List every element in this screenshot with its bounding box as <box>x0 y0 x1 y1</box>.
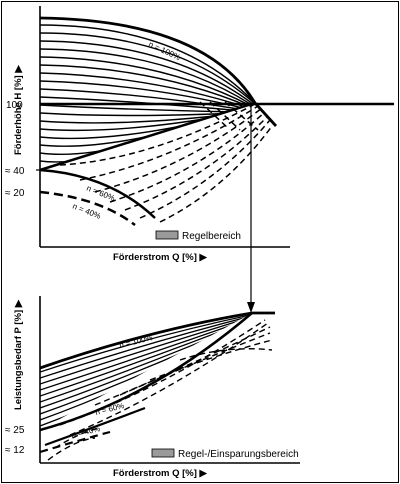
top-chart: 100 ≈ 40 ≈ 20 n = 100% n = 60% n = 40% F… <box>5 6 394 263</box>
bottom-y-axis-label: Leistungsbedarf P [%] ▶ <box>13 298 24 410</box>
bottom-x-axis-label: Förderstrom Q [%] ▶ <box>113 468 209 479</box>
connector-arrow <box>247 302 255 313</box>
part-load-curves-top <box>59 101 273 223</box>
y-tick-100: 100 <box>6 100 23 111</box>
legend-swatch-bottom <box>151 448 175 458</box>
legend-label-top: Regelbereich <box>182 231 241 242</box>
boundary-line-bottom <box>39 312 253 432</box>
y-tick-40: ≈ 40 <box>5 166 25 177</box>
curve-n60-bottom <box>44 406 146 447</box>
top-y-axis-label: Förderhöhe H [%] ▶ <box>13 64 24 155</box>
label-n40-bottom: n = 40% <box>70 424 101 440</box>
curve-n60-top <box>39 168 156 219</box>
curve-n40-bottom <box>39 430 111 454</box>
top-x-axis-label: Förderstrom Q [%] ▶ <box>113 252 209 263</box>
curve-n100-bottom <box>39 311 275 370</box>
label-n60-top: n = 60% <box>85 184 116 203</box>
legend-swatch-top <box>155 230 179 240</box>
y-tick-20: ≈ 20 <box>5 188 25 199</box>
curve-n100-top <box>39 16 278 127</box>
bottom-chart: ≈ 25 ≈ 12 n = 100% n = 60% n = 40% Leist… <box>5 296 300 479</box>
regulation-boundary-line <box>39 101 256 172</box>
curve-n40-top <box>39 190 136 226</box>
y-tick-12: ≈ 12 <box>5 445 25 456</box>
y-tick-25: ≈ 25 <box>5 425 25 436</box>
legend-label-bottom: Regel-/Einsparungsbereich <box>178 449 299 460</box>
